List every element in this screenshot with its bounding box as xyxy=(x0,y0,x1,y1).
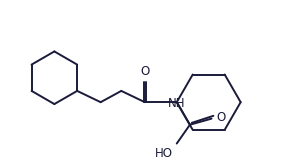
Text: O: O xyxy=(140,65,150,78)
Text: HO: HO xyxy=(155,147,173,160)
Text: O: O xyxy=(216,111,225,124)
Text: NH: NH xyxy=(168,97,186,110)
